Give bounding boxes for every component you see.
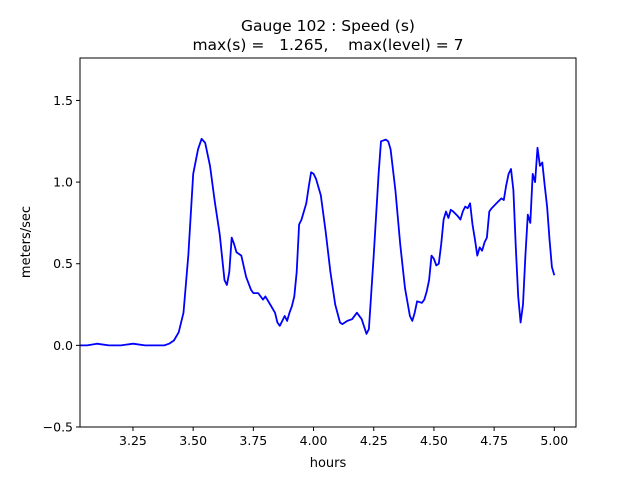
- y-tick-label: 1.0: [53, 175, 73, 190]
- x-tick-label: 5.00: [540, 433, 568, 448]
- plot-area: [79, 57, 577, 428]
- y-tick-label: 0.5: [53, 256, 73, 271]
- chart-title-line1: Gauge 102 : Speed (s): [241, 17, 415, 35]
- y-tick-label: −0.5: [43, 420, 73, 435]
- chart-title-line2: max(s) = 1.265, max(level) = 7: [192, 36, 463, 54]
- y-tick-label: 0.0: [53, 338, 73, 353]
- x-tick-label: 3.50: [179, 433, 207, 448]
- x-tick-label: 3.75: [239, 433, 267, 448]
- x-tick-label: 4.25: [360, 433, 388, 448]
- y-axis-label: meters/sec: [19, 206, 34, 278]
- axes-frame: [79, 57, 577, 428]
- x-axis: 3.25 3.50 3.75 4.00 4.25 4.50 4.75 5.00: [119, 427, 568, 448]
- x-tick-label: 3.25: [119, 433, 147, 448]
- speed-series-line: [80, 137, 556, 347]
- series-layer: [80, 137, 556, 347]
- x-tick-label: 4.00: [300, 433, 328, 448]
- x-tick-label: 4.75: [480, 433, 508, 448]
- x-axis-label: hours: [310, 456, 347, 471]
- y-tick-label: 1.5: [53, 93, 73, 108]
- x-tick-label: 4.50: [420, 433, 448, 448]
- y-axis: −0.5 0.0 0.5 1.0 1.5: [43, 93, 80, 435]
